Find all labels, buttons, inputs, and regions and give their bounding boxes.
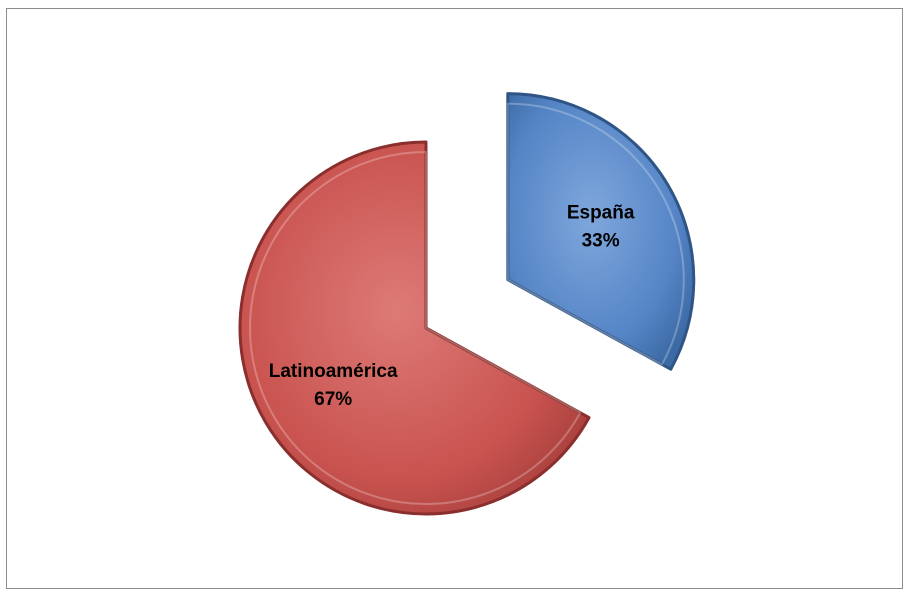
slice-percent-espana: 33% (582, 231, 620, 252)
pie-slice-latinoamerica (238, 140, 591, 516)
pie-slice-espana (506, 92, 696, 371)
slice-label-latinoamerica: Latinoamérica (269, 361, 398, 382)
slice-percent-latinoamerica: 67% (314, 389, 352, 410)
slice-label-espana: España (567, 203, 635, 224)
pie-slice-bevel (506, 102, 685, 366)
pie-slice-bevel (249, 150, 582, 505)
